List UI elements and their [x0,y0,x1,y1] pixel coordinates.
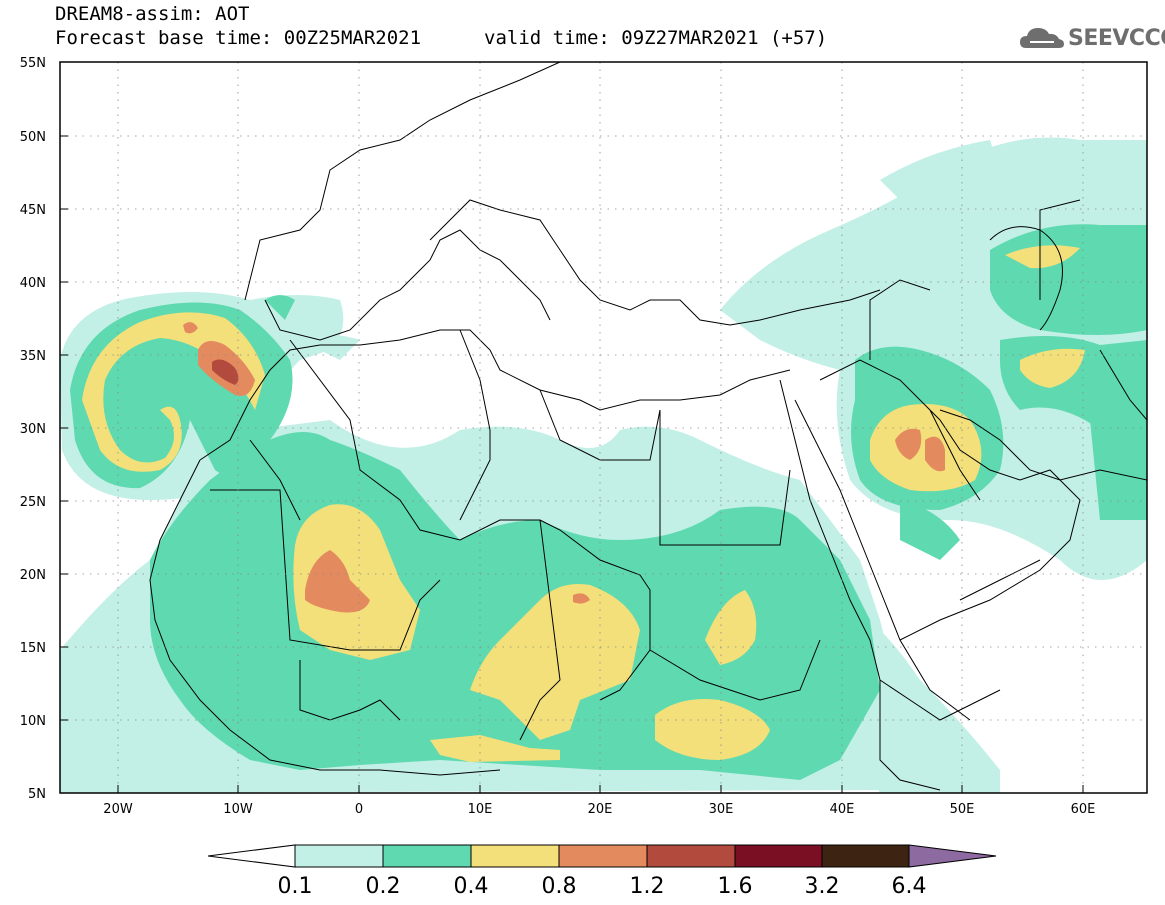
colorbar-swatch [382,844,472,868]
lat-label: 40N [20,276,46,291]
forecast-base-time: Forecast base time: 00Z25MAR2021 [55,27,422,49]
logo-text: SEEVCCC [1068,26,1165,51]
colorbar-max-arrow [908,844,997,868]
colorbar-min-arrow [207,844,296,868]
colorbar-label: 1.6 [718,874,753,899]
lon-label: 60E [1071,802,1096,817]
colorbar-label: 0.1 [278,874,313,899]
map-title: DREAM8-assim: AOT [55,3,250,25]
lat-label: 5N [28,787,46,802]
lat-label: 30N [20,422,46,437]
coastlines [149,62,1147,791]
lat-label: 15N [20,641,46,656]
lon-label: 50E [950,802,975,817]
latitude-labels: 55N 50N 45N 40N 35N 30N 25N 20N 15N 10N … [20,56,46,802]
lon-label: 20E [588,802,613,817]
lat-label: 25N [20,495,46,510]
colorbar: 0.1 0.2 0.4 0.8 1.2 1.6 3.2 6.4 [207,844,997,899]
colorbar-swatch [294,844,384,868]
lon-label: 10E [468,802,493,817]
colorbar-label: 3.2 [805,874,840,899]
colorbar-swatch [558,844,648,868]
grid-lines [60,62,1147,793]
colorbar-swatch [821,844,910,868]
colorbar-label: 6.4 [892,874,927,899]
cloud-icon [1020,28,1064,48]
valid-time: valid time: 09Z27MAR2021 (+57) [484,27,828,49]
colorbar-swatch [734,844,823,868]
colorbar-label: 1.2 [630,874,665,899]
colorbar-swatch [646,844,736,868]
lon-label: 0 [355,802,363,817]
lat-label: 55N [20,56,46,71]
lat-label: 35N [20,349,46,364]
longitude-labels: 20W 10W 0 10E 20E 30E 40E 50E 60E [103,802,1095,817]
lon-label: 40E [830,802,855,817]
lat-label: 50N [20,130,46,145]
colorbar-label: 0.8 [542,874,577,899]
colorbar-label: 0.4 [454,874,489,899]
lon-label: 10W [223,802,253,817]
aot-layer-1-2 [212,359,239,385]
lat-label: 20N [20,568,46,583]
colorbar-label: 0.2 [366,874,401,899]
lat-label: 10N [20,714,46,729]
tick-marks [60,61,1084,793]
lat-label: 45N [20,203,46,218]
lon-label: 20W [103,802,133,817]
lon-label: 30E [709,802,734,817]
colorbar-swatch [470,844,560,868]
